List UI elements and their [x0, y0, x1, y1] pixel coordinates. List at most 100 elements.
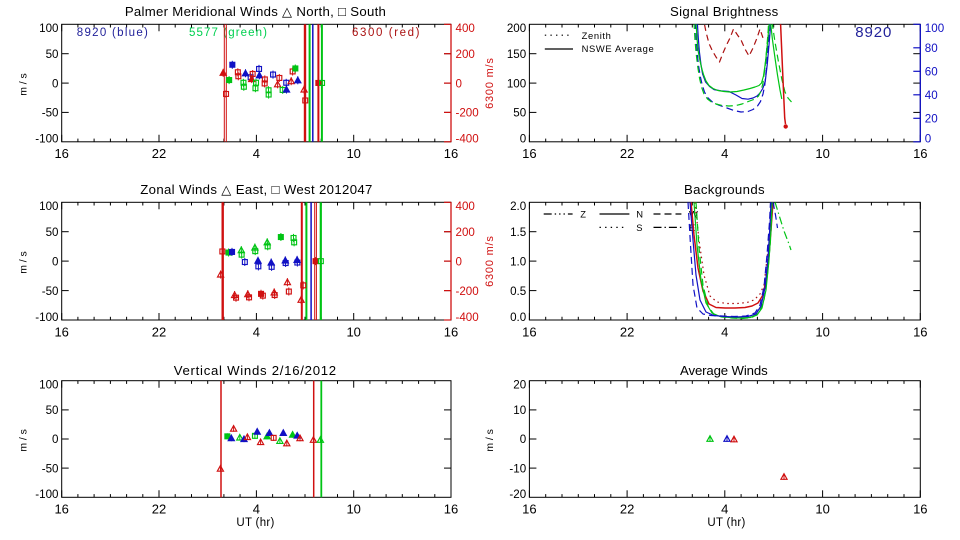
- svg-text:0.0: 0.0: [510, 311, 526, 324]
- svg-text:Backgrounds: Backgrounds: [684, 182, 765, 197]
- svg-text:10: 10: [815, 324, 829, 339]
- svg-text:200: 200: [456, 48, 475, 61]
- svg-text:-200: -200: [456, 285, 479, 298]
- svg-text:50: 50: [513, 107, 526, 120]
- svg-text:16: 16: [444, 502, 458, 517]
- svg-text:Z: Z: [580, 208, 586, 219]
- svg-text:Zonal Winds △ East, □ West 201: Zonal Winds △ East, □ West 2012047: [140, 182, 372, 197]
- svg-text:8920 (blue): 8920 (blue): [77, 27, 149, 39]
- svg-text:5577 (green): 5577 (green): [189, 27, 268, 39]
- svg-text:-50: -50: [42, 462, 59, 475]
- svg-text:S: S: [636, 222, 642, 233]
- svg-text:2.0: 2.0: [510, 200, 526, 213]
- svg-text:-400: -400: [456, 311, 479, 324]
- svg-text:4: 4: [253, 146, 260, 161]
- svg-text:0: 0: [520, 133, 526, 146]
- svg-text:80: 80: [925, 42, 938, 55]
- svg-text:m/s: m/s: [484, 426, 496, 451]
- svg-text:10: 10: [346, 324, 360, 339]
- svg-text:-100: -100: [35, 488, 58, 501]
- svg-text:0.5: 0.5: [510, 285, 526, 298]
- svg-text:-400: -400: [456, 133, 479, 146]
- svg-text:4: 4: [253, 324, 260, 339]
- svg-text:100: 100: [39, 379, 58, 392]
- svg-text:16: 16: [913, 146, 927, 161]
- svg-text:100: 100: [39, 22, 58, 35]
- svg-text:16: 16: [913, 502, 927, 517]
- svg-text:-20: -20: [509, 488, 526, 501]
- svg-text:-10: -10: [509, 462, 526, 475]
- svg-text:0: 0: [52, 255, 58, 268]
- svg-text:NSWE Average: NSWE Average: [582, 43, 655, 54]
- svg-text:0: 0: [456, 255, 462, 268]
- svg-text:16: 16: [522, 502, 536, 517]
- svg-text:16: 16: [444, 146, 458, 161]
- svg-text:50: 50: [46, 226, 59, 239]
- svg-text:Average Winds: Average Winds: [680, 363, 768, 378]
- svg-text:W: W: [689, 208, 698, 219]
- svg-text:100: 100: [925, 22, 944, 35]
- svg-text:UT (hr): UT (hr): [707, 517, 745, 529]
- svg-text:8920: 8920: [855, 24, 892, 41]
- svg-text:6300 m/s: 6300 m/s: [484, 235, 496, 287]
- svg-text:400: 400: [456, 200, 475, 213]
- svg-text:-100: -100: [35, 311, 58, 324]
- svg-text:10: 10: [346, 502, 360, 517]
- svg-text:-50: -50: [42, 107, 59, 120]
- svg-text:m/s: m/s: [17, 70, 29, 95]
- svg-text:16: 16: [54, 146, 68, 161]
- svg-text:4: 4: [721, 324, 728, 339]
- svg-text:16: 16: [522, 146, 536, 161]
- svg-text:60: 60: [925, 66, 938, 79]
- svg-text:16: 16: [444, 324, 458, 339]
- svg-text:20: 20: [925, 113, 938, 126]
- svg-text:100: 100: [507, 77, 526, 90]
- svg-text:200: 200: [507, 22, 526, 35]
- svg-text:50: 50: [46, 48, 59, 61]
- svg-text:Vertical Winds 2/16/2012: Vertical Winds 2/16/2012: [174, 363, 337, 378]
- svg-text:10: 10: [513, 404, 526, 417]
- svg-text:16: 16: [522, 324, 536, 339]
- svg-text:22: 22: [152, 324, 166, 339]
- svg-text:16: 16: [54, 502, 68, 517]
- svg-text:0: 0: [925, 133, 931, 146]
- svg-text:1.5: 1.5: [510, 226, 526, 239]
- svg-text:40: 40: [925, 89, 938, 102]
- svg-text:22: 22: [620, 146, 634, 161]
- svg-text:10: 10: [815, 146, 829, 161]
- svg-text:6300 (red): 6300 (red): [352, 27, 421, 39]
- svg-text:150: 150: [507, 48, 526, 61]
- svg-text:0: 0: [520, 433, 526, 446]
- svg-text:10: 10: [815, 502, 829, 517]
- svg-text:0: 0: [456, 77, 462, 90]
- svg-text:Zenith: Zenith: [582, 30, 612, 41]
- svg-text:400: 400: [456, 22, 475, 35]
- svg-text:4: 4: [721, 502, 728, 517]
- svg-text:20: 20: [513, 379, 526, 392]
- svg-text:100: 100: [39, 200, 58, 213]
- svg-text:0: 0: [52, 77, 58, 90]
- svg-text:m/s: m/s: [17, 248, 29, 273]
- svg-text:1.0: 1.0: [510, 255, 526, 268]
- svg-text:16: 16: [54, 324, 68, 339]
- svg-text:-50: -50: [42, 285, 59, 298]
- svg-text:22: 22: [620, 502, 634, 517]
- svg-text:22: 22: [620, 324, 634, 339]
- svg-text:10: 10: [346, 146, 360, 161]
- svg-text:200: 200: [456, 226, 475, 239]
- svg-text:6300 m/s: 6300 m/s: [484, 57, 496, 109]
- svg-text:-200: -200: [456, 107, 479, 120]
- svg-text:m/s: m/s: [17, 426, 29, 451]
- svg-text:Signal Brightness: Signal Brightness: [670, 4, 779, 19]
- svg-text:UT (hr): UT (hr): [236, 517, 274, 529]
- svg-text:50: 50: [46, 404, 59, 417]
- svg-text:16: 16: [913, 324, 927, 339]
- svg-text:0: 0: [52, 433, 58, 446]
- svg-text:22: 22: [152, 146, 166, 161]
- svg-text:4: 4: [253, 502, 260, 517]
- svg-text:-100: -100: [35, 133, 58, 146]
- svg-text:4: 4: [721, 146, 728, 161]
- svg-text:Palmer Meridional Winds △ Nort: Palmer Meridional Winds △ North, □ South: [125, 4, 386, 19]
- svg-text:N: N: [636, 208, 643, 219]
- svg-text:22: 22: [152, 502, 166, 517]
